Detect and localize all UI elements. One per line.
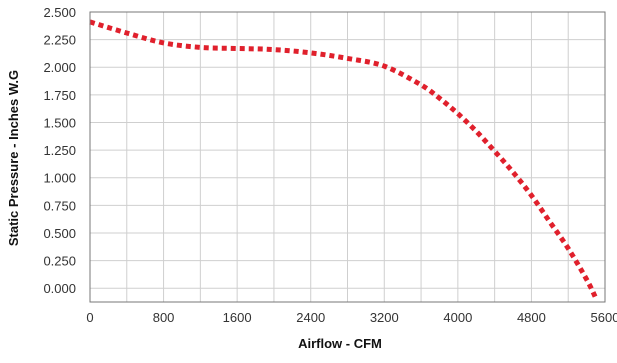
y-tick-label: 1.500 [43,115,76,130]
x-tick-label: 3200 [370,310,399,325]
y-axis-label: Static Pressure - Inches W.G [6,70,21,246]
x-tick-label: 4800 [517,310,546,325]
y-tick-label: 0.500 [43,226,76,241]
y-tick-label: 0.250 [43,254,76,269]
plot-frame [89,11,606,303]
x-tick-label: 1600 [223,310,252,325]
y-tick-label: 1.750 [43,88,76,103]
y-tick-label: 0.750 [43,198,76,213]
x-axis-label: Airflow - CFM [298,336,382,351]
x-tick-label: 2400 [296,310,325,325]
y-tick-label: 2.500 [43,5,76,20]
x-tick-label: 5600 [591,310,617,325]
x-axis-ticks: 0 800 1600 2400 3200 4000 4800 5600 [86,310,617,325]
y-tick-label: 1.250 [43,143,76,158]
y-tick-label: 2.250 [43,33,76,48]
y-axis-ticks: 2.500 2.250 2.000 1.750 1.500 1.250 1.000 0.750… [43,5,76,296]
y-tick-label: 1.000 [43,171,76,186]
x-tick-label: 800 [153,310,175,325]
data-series [89,19,599,300]
series-line [89,19,599,300]
x-tick-label: 4000 [443,310,472,325]
y-tick-label: 2.000 [43,60,76,75]
x-tick-label: 0 [86,310,93,325]
y-tick-label: 0.000 [43,281,76,296]
grid [89,11,606,302]
